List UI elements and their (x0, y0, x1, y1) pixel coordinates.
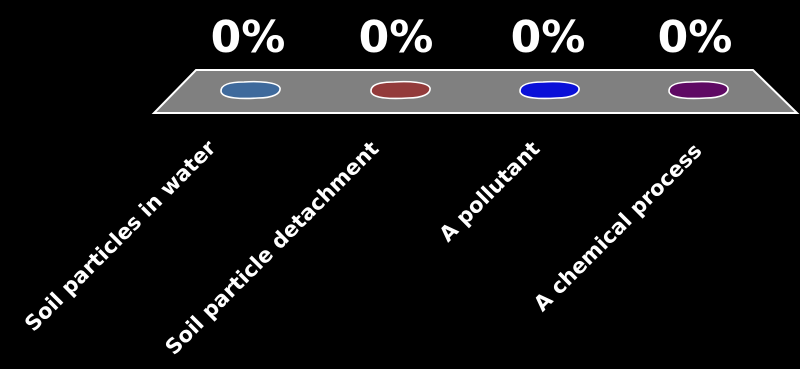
category-label-a-pollutant: A pollutant (435, 137, 545, 247)
value-labels-layer: 0% 0% 0% 0% (211, 12, 733, 63)
bar-a-pollutant (519, 80, 580, 100)
category-label-soil-particles-in-water: Soil particles in water (20, 135, 221, 336)
value-label-a-chemical-process: 0% (658, 12, 733, 63)
category-label-a-chemical-process: A chemical process (529, 139, 706, 316)
bar-soil-particle-detachment (370, 80, 431, 100)
chart-floor (151, 69, 800, 114)
value-label-soil-particles-in-water: 0% (211, 12, 286, 63)
value-label-soil-particle-detachment: 0% (359, 12, 434, 63)
value-label-a-pollutant: 0% (511, 12, 586, 63)
bar-a-chemical-process (668, 80, 729, 100)
bars-layer (220, 80, 729, 100)
bar-soil-particles-in-water (220, 80, 281, 100)
